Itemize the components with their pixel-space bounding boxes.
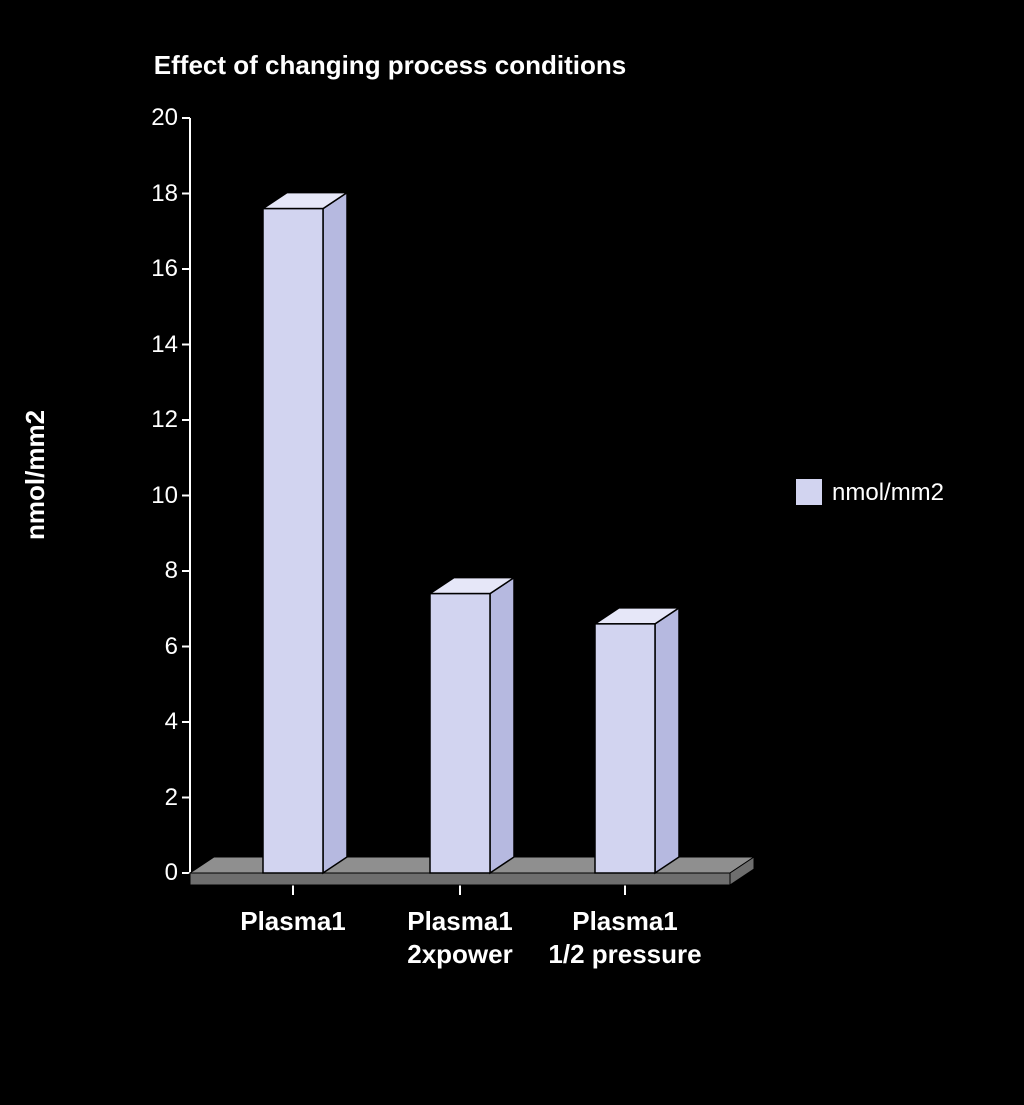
bar-front: [263, 209, 323, 873]
bar-side: [655, 608, 679, 873]
bar-side: [490, 578, 514, 873]
chart-svg: [0, 0, 1024, 1105]
axes-group: [182, 118, 625, 895]
bar-side: [323, 193, 347, 873]
chart-container: Effect of changing process conditions nm…: [0, 0, 1024, 1105]
bar-front: [430, 594, 490, 873]
bars-group: [263, 193, 679, 873]
bar-front: [595, 624, 655, 873]
